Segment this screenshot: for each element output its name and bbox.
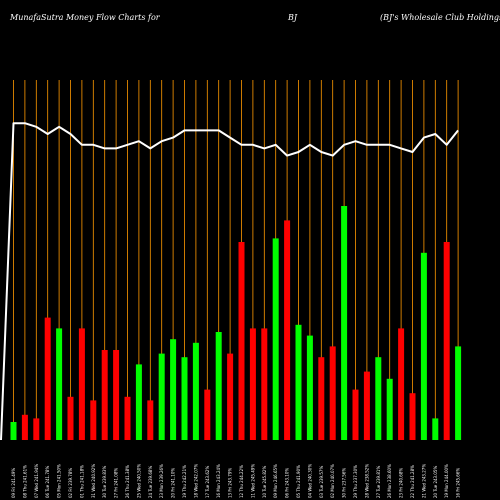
money-flow-bar: [56, 328, 63, 440]
x-tick-label: 30 Tue 239.83%: [102, 466, 107, 498]
x-tick-label: 29 Thu 237.30%: [353, 465, 358, 498]
money-flow-bar: [432, 418, 439, 440]
money-flow-bar: [375, 357, 382, 440]
money-flow-bar: [352, 389, 359, 440]
money-flow-bar: [409, 393, 416, 440]
x-tick-labels: 09 Fri 241.49% 08 Thu 241.61% 07 Wed 241.9…: [11, 464, 461, 498]
x-tick-label: 05 Thu 241.90%: [296, 465, 301, 498]
x-tick-label: 16 Fri 245.66%: [456, 468, 461, 498]
x-tick-label: 04 Wed 240.30%: [307, 464, 312, 498]
price-line-layer: [0, 122, 459, 441]
x-tick-label: 12 Thu 244.22%: [239, 465, 244, 498]
money-flow-bar: [306, 335, 313, 440]
money-flow-bar: [113, 350, 120, 440]
money-flow-bar: [238, 242, 245, 440]
x-tick-label: 30 Fri 237.56%: [342, 468, 347, 498]
x-tick-label: 10 Tue 245.82%: [262, 466, 267, 498]
x-tick-label: 25 Wed 240.50%: [136, 464, 141, 498]
x-tick-label: 19 Mon 244.00%: [444, 464, 449, 498]
x-tick-label: 23 Fri 240.68%: [399, 468, 404, 498]
money-flow-bar: [420, 252, 427, 440]
money-flow-bar: [455, 346, 462, 440]
company-name: (BJ's Wholesale Club Holdings, In: [380, 13, 500, 22]
money-flow-bar: [170, 339, 177, 440]
x-tick-label: 07 Wed 241.94%: [34, 464, 39, 498]
money-flow-bar: [329, 346, 336, 440]
x-tick-label: 20 Tue 243.05%: [433, 466, 438, 498]
x-tick-label: 23 Mon 239.26%: [159, 464, 164, 498]
money-flow-bar: [272, 238, 279, 440]
money-flow-bar: [44, 317, 51, 440]
money-flow-bar: [90, 400, 97, 440]
money-flow-bar: [227, 353, 234, 440]
x-tick-label: 01 Thu 241.18%: [79, 465, 84, 498]
x-tick-label: 26 Mon 238.60%: [387, 464, 392, 498]
x-tick-label: 05 Mon 241.50%: [57, 464, 62, 498]
x-tick-label: 17 Tue 243.62%: [205, 466, 210, 498]
money-flow-bar: [204, 389, 211, 440]
x-tick-label: 20 Fri 241.10%: [171, 468, 176, 498]
money-flow-bar: [261, 328, 268, 440]
money-flow-bar: [158, 353, 165, 440]
money-flow-bar: [398, 328, 405, 440]
x-tick-label: 09 Mon 246.65%: [273, 464, 278, 498]
money-flow-bar: [78, 328, 85, 440]
x-tick-label: 24 Tue 239.68%: [148, 466, 153, 498]
money-flow-bar: [249, 328, 256, 440]
money-flow-bar: [21, 414, 28, 440]
x-tick-label: 28 Wed 238.52%: [364, 464, 369, 498]
x-tick-label: 06 Fri 243.10%: [285, 468, 290, 498]
x-tick-label: 27 Fri 241.08%: [114, 468, 119, 498]
symbol-label: BJ: [287, 13, 298, 22]
x-tick-label: 16 Mon 243.24%: [216, 464, 221, 498]
money-flow-bar: [67, 396, 74, 440]
x-tick-label: 22 Thu 241.28%: [410, 465, 415, 498]
x-tick-label: 11 Wed 245.49%: [250, 464, 255, 498]
money-flow-bar: [181, 357, 188, 440]
x-tick-label: 13 Fri 243.79%: [228, 468, 233, 498]
money-flow-bar: [135, 364, 142, 440]
x-tick-label: 03 Tue 239.57%: [319, 466, 324, 498]
x-tick-label: 21 Wed 243.27%: [421, 464, 426, 498]
price-line: [0, 122, 459, 441]
x-tick-label: 09 Fri 241.49%: [11, 468, 16, 498]
money-flow-bar: [101, 350, 108, 440]
money-flow-bar: [284, 220, 291, 440]
x-tick-label: 31 Wed 240.92%: [91, 464, 96, 498]
x-tick-label: 02 Fri 239.78%: [68, 468, 73, 498]
x-tick-label: 18 Wed 242.07%: [193, 464, 198, 498]
x-tick-label: 02 Mon 240.07%: [330, 464, 335, 498]
money-flow-bars: [10, 206, 462, 440]
money-flow-bar: [363, 371, 370, 440]
money-flow-bar: [386, 378, 393, 440]
money-flow-bar: [33, 418, 40, 440]
money-flow-bar: [215, 332, 222, 440]
x-tick-label: 19 Thu 242.21%: [182, 465, 187, 498]
money-flow-bar: [443, 242, 450, 440]
x-tick-label: 26 Thu 241.38%: [125, 465, 130, 498]
site-title: MunafaSutra Money Flow Charts for: [9, 13, 161, 22]
money-flow-bar: [192, 342, 199, 440]
money-flow-bar: [341, 206, 348, 440]
x-tick-label: 08 Thu 241.61%: [22, 465, 27, 498]
money-flow-bar: [10, 422, 17, 440]
money-flow-bar: [147, 400, 154, 440]
money-flow-bar: [295, 324, 302, 440]
x-tick-label: 06 Tue 241.78%: [45, 466, 50, 498]
x-tick-label: 27 Tue 239.81%: [376, 466, 381, 498]
money-flow-bar: [124, 396, 131, 440]
money-flow-bar: [318, 357, 325, 440]
